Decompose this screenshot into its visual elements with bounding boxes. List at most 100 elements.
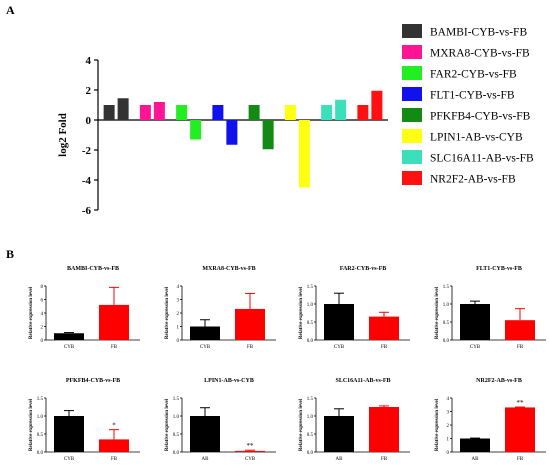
bar-flt1-cyb-vs-fb xyxy=(212,105,224,120)
y-tick-label: 0.0 xyxy=(37,451,44,456)
y-tick-label: 3 xyxy=(177,298,180,303)
legend-swatch xyxy=(402,108,422,122)
qpcr-chart: NR2F2-AB-vs-FB 0 1 2 3 4 Relative expression l… xyxy=(435,378,546,462)
y-tick-label: -6 xyxy=(82,205,92,217)
x-category-label: FB xyxy=(111,345,118,350)
y-tick-label: 0.0 xyxy=(307,451,314,456)
bar-fb xyxy=(99,439,129,452)
y-axis-label: Relative expression level xyxy=(435,398,440,451)
legend-swatch xyxy=(402,24,422,38)
significance-mark: * xyxy=(112,422,116,430)
legend-entry: MXRA8-CYB-vs-FB xyxy=(430,48,530,60)
bar-slc16a11-ab-vs-fb xyxy=(321,105,333,120)
legend-swatch xyxy=(402,45,422,59)
bar-nr2f2-ab-vs-fb xyxy=(371,90,383,120)
bar-fb xyxy=(235,308,265,340)
x-category-label: FB xyxy=(381,345,388,350)
y-tick-label: 1.0 xyxy=(37,415,44,420)
bar-far2-cyb-vs-fb xyxy=(190,120,202,140)
bar-fb xyxy=(99,304,129,340)
bar-cyb xyxy=(54,333,84,340)
legend-swatch xyxy=(402,66,422,80)
bar-mxra8-cyb-vs-fb xyxy=(153,102,165,120)
x-category-label: AB xyxy=(336,457,344,462)
y-tick-label: -2 xyxy=(82,145,92,157)
x-category-label: FB xyxy=(381,457,388,462)
x-category-label: AB xyxy=(202,457,210,462)
y-tick-label: 1.0 xyxy=(307,415,314,420)
y-axis-label: Relative expression level xyxy=(299,286,304,339)
y-tick-label: 0.5 xyxy=(173,433,180,438)
bar-fb xyxy=(369,316,399,340)
x-category-label: CYB xyxy=(64,345,75,350)
y-tick-label: 4 xyxy=(177,285,180,290)
bar-fb xyxy=(505,320,535,340)
legend-swatch xyxy=(402,87,422,101)
y-tick-label: 1.0 xyxy=(307,303,314,308)
y-tick-label: 0.5 xyxy=(307,321,314,326)
y-tick-label: 1.0 xyxy=(173,415,180,420)
y-tick-label: 0 xyxy=(177,339,180,344)
bar-pfkfb4-cyb-vs-fb xyxy=(248,105,260,120)
chart-title: FAR2-CYB-vs-FB xyxy=(340,266,387,272)
y-tick-label: 2 xyxy=(177,312,180,317)
legend-entry: SLC16A11-AB-vs-FB xyxy=(430,153,534,165)
y-tick-label: 0 xyxy=(86,115,92,127)
qpcr-panel-grid: BAMBI-CYB-vs-FB 0 2 4 6 8 Relative expression … xyxy=(29,266,546,462)
chart-title: NR2F2-AB-vs-FB xyxy=(476,378,522,384)
legend: BAMBI-CYB-vs-FB MXRA8-CYB-vs-FB FAR2-CYB-v… xyxy=(402,24,534,186)
bar-cyb xyxy=(460,304,490,340)
y-tick-label: 1 xyxy=(177,325,180,330)
y-tick-label: 1 xyxy=(447,437,450,442)
bar-lpin1-ab-vs-cyb xyxy=(298,120,310,188)
y-tick-label: 8 xyxy=(41,285,44,290)
panel-label-a: A xyxy=(6,3,15,17)
panel-label-b: B xyxy=(6,247,14,261)
bar-slc16a11-ab-vs-fb xyxy=(335,99,347,120)
significance-mark: ** xyxy=(247,442,255,450)
bar-ab xyxy=(460,438,490,452)
legend-entry: NR2F2-AB-vs-FB xyxy=(430,174,516,186)
chart-title: MXRA8-CYB-vs-FB xyxy=(202,266,255,272)
x-category-label: CYB xyxy=(245,457,256,462)
y-tick-label: 0 xyxy=(447,451,450,456)
bar-fb xyxy=(505,407,535,452)
bar-ab xyxy=(190,416,220,452)
y-tick-label: 1.5 xyxy=(307,285,314,290)
legend-entry: BAMBI-CYB-vs-FB xyxy=(430,27,527,39)
qpcr-chart: MXRA8-CYB-vs-FB 0 1 2 3 4 Relative expression … xyxy=(165,266,276,350)
y-tick-label: 4 xyxy=(86,55,92,67)
y-tick-label: 1.5 xyxy=(37,397,44,402)
bar-cyb xyxy=(54,416,84,452)
bar-lpin1-ab-vs-cyb xyxy=(284,105,296,120)
bar-mxra8-cyb-vs-fb xyxy=(139,105,151,120)
legend-entry: PFKFB4-CYB-vs-FB xyxy=(430,111,531,123)
y-tick-label: 1.5 xyxy=(307,397,314,402)
bar-cyb xyxy=(324,304,354,340)
x-category-label: AB xyxy=(472,457,480,462)
qpcr-chart: BAMBI-CYB-vs-FB 0 2 4 6 8 Relative expression … xyxy=(29,266,140,350)
y-tick-label: 6 xyxy=(41,298,44,303)
y-tick-label: 3 xyxy=(447,410,450,415)
y-axis-label: Relative expression level xyxy=(29,398,34,451)
legend-entry: FLT1-CYB-vs-FB xyxy=(430,90,515,102)
y-tick-label: 2 xyxy=(447,424,450,429)
y-axis-label: Relative expression level xyxy=(299,398,304,451)
fold-change-chart: 4 2 0 -2 -4 -6 log2 Fold xyxy=(57,55,388,217)
x-category-label: CYB xyxy=(334,345,345,350)
x-category-label: FB xyxy=(247,345,254,350)
bar-far2-cyb-vs-fb xyxy=(176,105,188,120)
bar-fb xyxy=(369,407,399,452)
y-tick-label: 0.0 xyxy=(307,339,314,344)
bar-bambi-cyb-vs-fb xyxy=(117,98,129,120)
y-axis-label: Relative expression level xyxy=(165,286,170,339)
chart-title: SLC16A11-AB-vs-FB xyxy=(335,378,390,384)
bar-ab xyxy=(324,416,354,452)
legend-swatch xyxy=(402,171,422,185)
bar-bambi-cyb-vs-fb xyxy=(103,105,115,120)
